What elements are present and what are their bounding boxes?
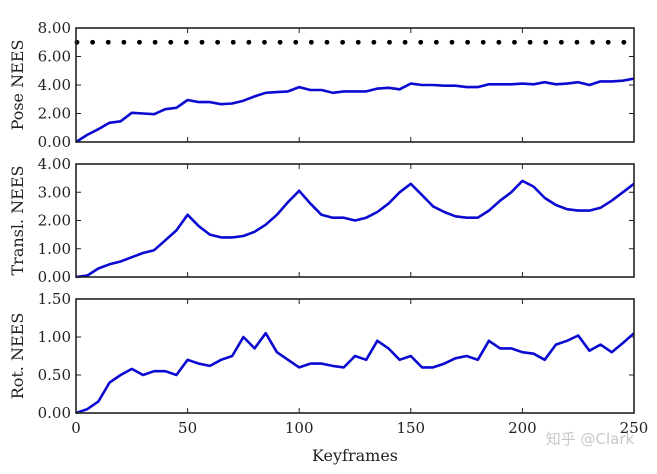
bound-dot: [137, 39, 142, 45]
bound-dot: [105, 39, 111, 45]
bound-dot: [449, 39, 455, 45]
axes-frame: [75, 27, 635, 143]
bound-dot: [277, 39, 283, 45]
x-tick-label: 250: [620, 419, 649, 437]
bound-dot: [371, 39, 377, 45]
subplot-pose: 0.00 2.00 4.00 6.00 8.00 Pose NEES: [8, 19, 635, 151]
bound-dot: [527, 39, 533, 45]
bound-dot: [512, 39, 517, 45]
bound-dot: [480, 39, 486, 45]
y-axis-label: Transl. NEES: [8, 166, 27, 276]
x-tick-label: 0: [71, 419, 81, 437]
y-tick-label: 0.00: [38, 268, 71, 286]
watermark: 知乎 @Clark: [546, 430, 635, 448]
bound-dot: [402, 39, 408, 45]
bound-dot: [90, 39, 96, 45]
y-tick-label: 4.00: [38, 155, 71, 173]
bound-dot: [215, 39, 221, 45]
y-tick-label: 2.00: [38, 212, 71, 230]
bound-dot: [558, 39, 564, 45]
bound-dot: [418, 39, 424, 45]
y-axis-label: Pose NEES: [8, 40, 27, 131]
bound-dot: [621, 39, 627, 45]
bound-dot: [465, 39, 470, 45]
bound-dot: [324, 39, 330, 45]
series-line: [75, 77, 635, 144]
bound-dot: [183, 39, 189, 45]
y-tick-label: 1.50: [38, 290, 71, 308]
bound-dot: [246, 39, 252, 45]
subplot-rot: 0.00 0.50 1.00 1.50 Rot. NEES 0 50 100 150 200 250: [8, 290, 648, 437]
y-tick-label: 1.00: [38, 240, 71, 258]
bound-dot: [433, 39, 439, 45]
bound-dot: [293, 39, 299, 45]
bound-dot: [230, 39, 236, 45]
x-axis-label: Keyframes: [312, 446, 398, 465]
bound-dot: [355, 39, 361, 45]
series-line: [75, 331, 635, 415]
bound-dot: [168, 39, 174, 45]
bound-dot: [496, 39, 502, 45]
x-tick-label: 50: [178, 419, 197, 437]
y-tick-label: 2.00: [38, 105, 71, 123]
bound-dot: [308, 39, 314, 45]
series-line: [75, 179, 635, 279]
bound-dot: [262, 39, 267, 45]
x-tick-label: 200: [508, 419, 537, 437]
y-tick-label: 0.00: [38, 133, 71, 151]
bound-dot: [387, 39, 392, 45]
x-tick-label: 150: [396, 419, 425, 437]
y-tick-label: 4.00: [38, 76, 71, 94]
bound-dot: [605, 39, 611, 45]
axes-frame: [75, 163, 635, 278]
bound-dot: [152, 39, 158, 45]
bound-dot: [199, 39, 205, 45]
y-tick-label: 8.00: [38, 19, 71, 37]
bound-dot: [590, 39, 595, 45]
bound-dot: [121, 39, 127, 45]
bound-dot: [574, 39, 580, 45]
y-tick-label: 1.00: [38, 328, 71, 346]
y-tick-label: 6.00: [38, 48, 71, 66]
axes-frame: [75, 298, 635, 414]
y-tick-label: 0.50: [38, 366, 71, 384]
y-tick-label: 3.00: [38, 183, 71, 201]
y-axis-label: Rot. NEES: [8, 313, 27, 400]
subplot-transl: 0.00 1.00 2.00 3.00 4.00 Transl. NEES: [8, 155, 635, 286]
y-tick-label: 0.00: [38, 404, 71, 422]
bound-dot: [543, 39, 549, 45]
x-tick-label: 100: [285, 419, 314, 437]
bound-dot: [340, 39, 346, 45]
